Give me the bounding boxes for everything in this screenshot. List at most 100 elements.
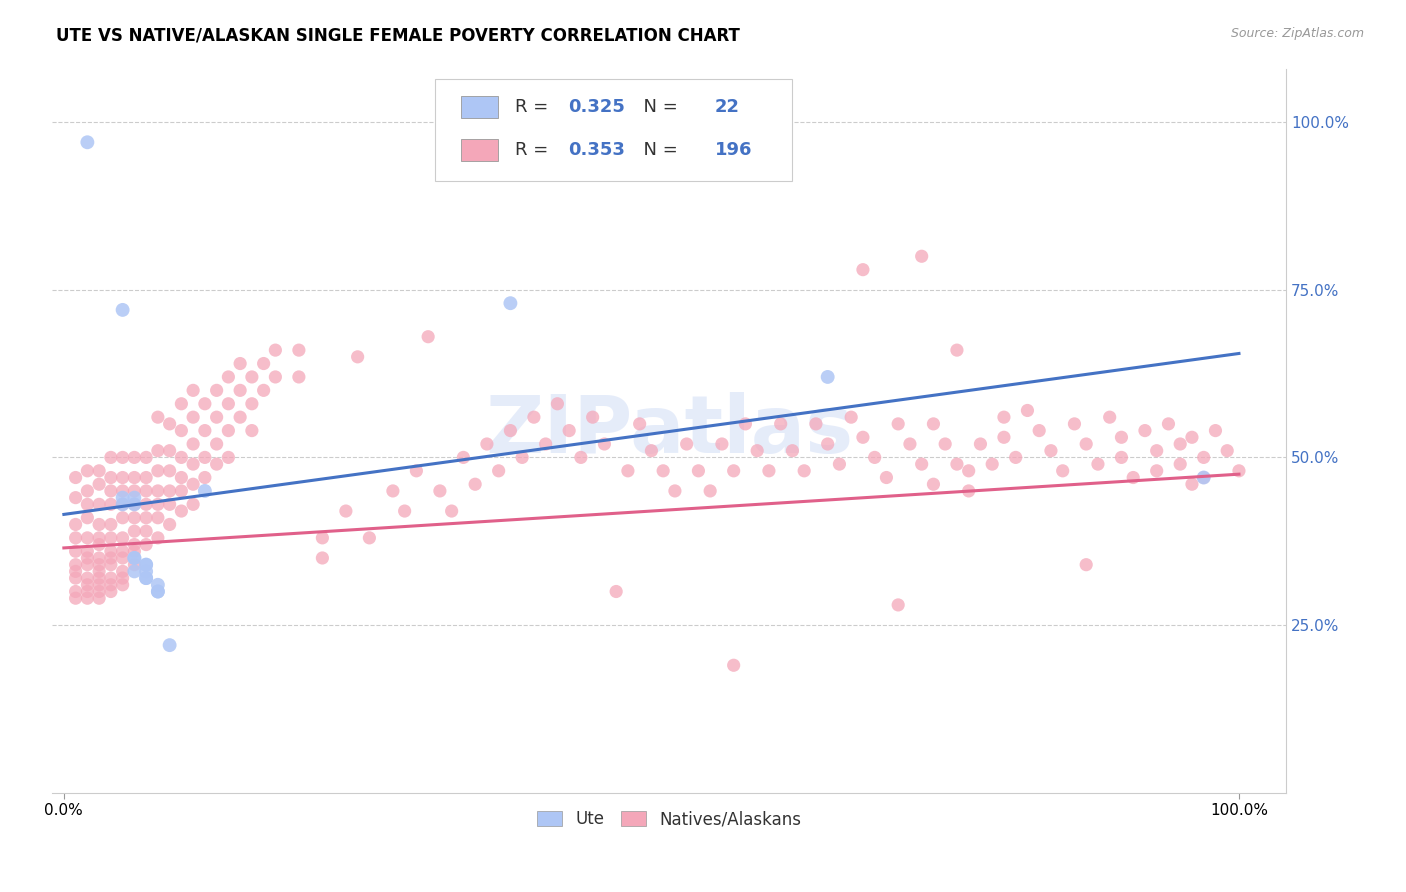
Point (569, 450, 592, 465)
FancyBboxPatch shape (461, 139, 498, 161)
Point (76, 544, 98, 558)
Point (628, 417, 651, 431)
Point (898, 437, 921, 451)
Point (87, 558, 110, 572)
Point (747, 443, 769, 458)
Point (111, 497, 134, 511)
Point (311, 531, 333, 545)
Point (87, 538, 110, 552)
FancyBboxPatch shape (461, 96, 498, 118)
Point (76, 558, 98, 572)
Point (453, 450, 475, 465)
Point (65, 517, 87, 532)
Point (710, 437, 733, 451)
Point (124, 551, 146, 566)
Point (181, 410, 204, 425)
Point (87, 497, 110, 511)
Point (159, 517, 181, 532)
Point (135, 558, 157, 572)
Point (1204, 424, 1226, 438)
Point (124, 450, 146, 465)
Point (946, 457, 969, 471)
Point (546, 397, 568, 411)
Point (723, 658, 745, 673)
Point (394, 504, 416, 518)
Point (1168, 437, 1191, 451)
Point (922, 417, 945, 431)
Text: 22: 22 (714, 98, 740, 116)
Point (418, 329, 440, 343)
Point (170, 504, 193, 518)
Point (205, 410, 228, 425)
Point (957, 464, 980, 478)
Point (828, 457, 851, 471)
Point (288, 343, 311, 358)
Point (146, 443, 169, 458)
Point (675, 437, 697, 451)
Point (100, 450, 122, 465)
Point (264, 370, 287, 384)
Point (65, 491, 87, 505)
Point (957, 483, 980, 498)
Point (911, 457, 934, 471)
Point (111, 450, 134, 465)
Point (111, 551, 134, 566)
Point (205, 437, 228, 451)
Text: 0.325: 0.325 (568, 98, 624, 116)
Point (817, 437, 839, 451)
Point (863, 450, 886, 465)
Point (146, 483, 169, 498)
Text: Source: ZipAtlas.com: Source: ZipAtlas.com (1230, 27, 1364, 40)
Point (100, 544, 122, 558)
Point (76, 591, 98, 606)
Text: ZIPatlas: ZIPatlas (485, 392, 853, 469)
Point (499, 296, 522, 310)
Point (1168, 457, 1191, 471)
Point (558, 424, 581, 438)
Point (111, 578, 134, 592)
Point (76, 551, 98, 566)
Point (922, 477, 945, 491)
Point (146, 578, 169, 592)
Point (1192, 470, 1215, 484)
Point (1133, 424, 1156, 438)
Point (124, 470, 146, 484)
Point (1063, 417, 1085, 431)
Point (475, 437, 498, 451)
Point (159, 483, 181, 498)
Point (1017, 403, 1039, 417)
Text: 0.353: 0.353 (568, 141, 624, 160)
Point (993, 410, 1015, 425)
Point (146, 410, 169, 425)
Point (804, 417, 827, 431)
Point (170, 424, 193, 438)
Point (65, 584, 87, 599)
Point (65, 531, 87, 545)
Point (76, 571, 98, 585)
Point (111, 483, 134, 498)
Point (887, 598, 910, 612)
Point (253, 357, 276, 371)
Point (170, 450, 193, 465)
Point (734, 417, 756, 431)
Point (135, 571, 157, 585)
Point (76, 510, 98, 524)
Point (887, 417, 910, 431)
Point (723, 464, 745, 478)
Point (100, 531, 122, 545)
Point (135, 524, 157, 538)
Point (111, 497, 134, 511)
Point (440, 504, 463, 518)
Point (135, 470, 157, 484)
Point (100, 483, 122, 498)
Point (993, 430, 1015, 444)
Point (240, 370, 263, 384)
Text: R =: R = (515, 141, 554, 160)
Point (534, 437, 557, 451)
Point (688, 464, 710, 478)
Point (640, 443, 662, 458)
Point (969, 437, 991, 451)
Point (124, 558, 146, 572)
Point (793, 464, 815, 478)
Point (124, 510, 146, 524)
